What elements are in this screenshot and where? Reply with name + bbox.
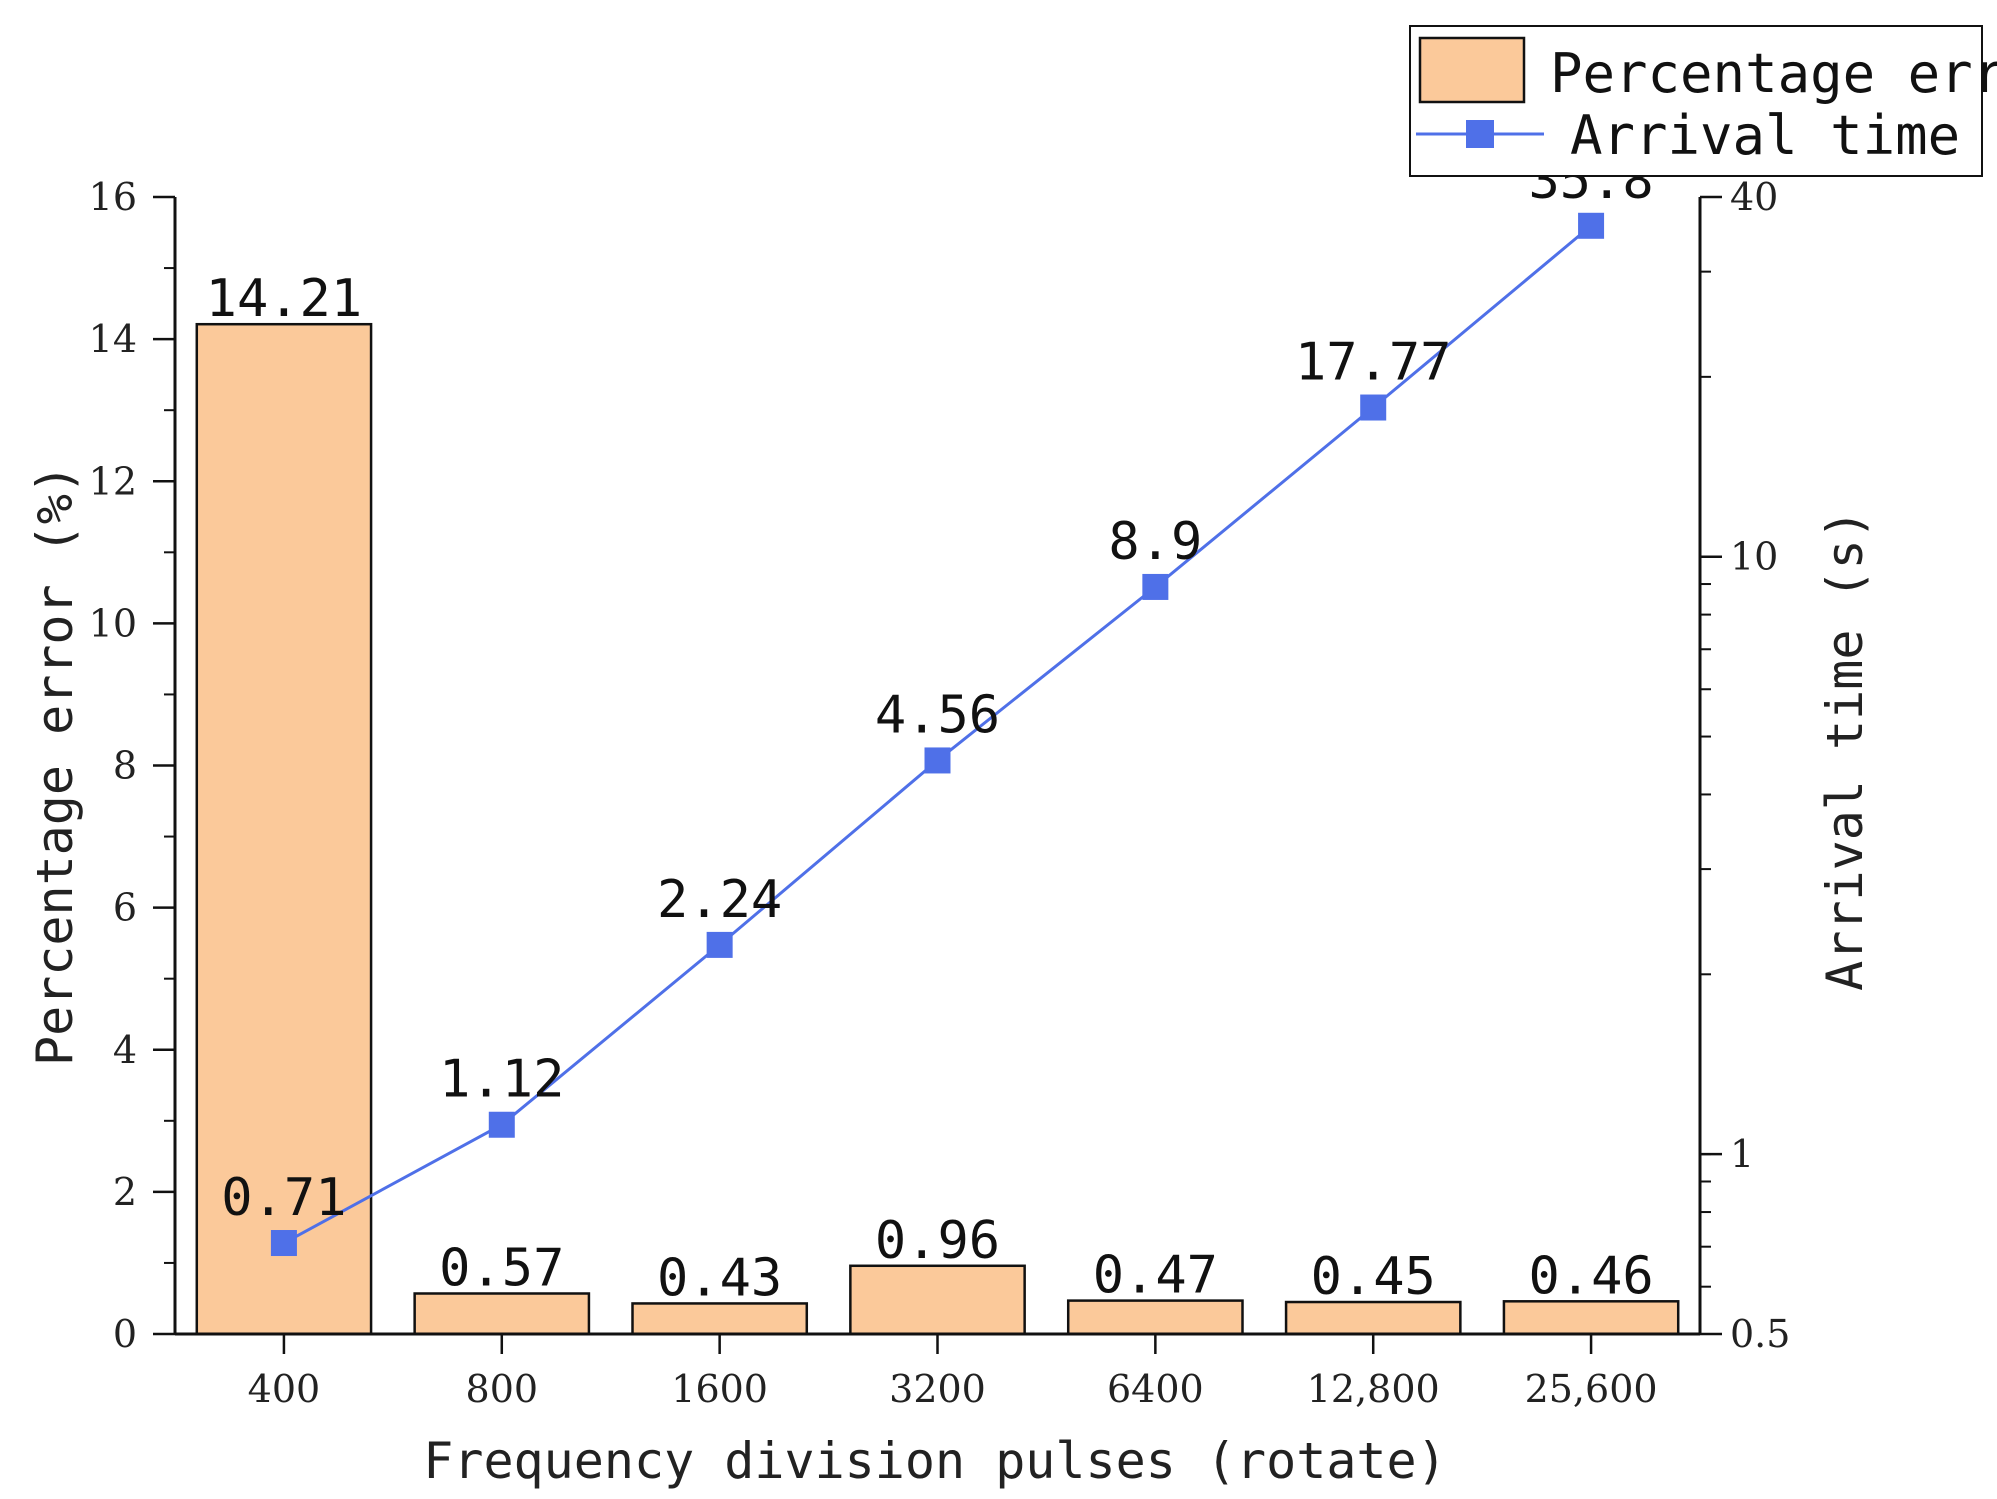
- bar-1: [413, 1292, 591, 1336]
- y-left-tick-label: 10: [89, 601, 137, 645]
- bar-value-label: 14.21: [206, 269, 363, 329]
- y-left-tick-label: 2: [113, 1170, 137, 1214]
- legend-label-arrival-time: Arrival time: [1570, 104, 1960, 167]
- line-marker-0: [270, 1230, 297, 1257]
- x-tick-label: 1600: [671, 1367, 768, 1411]
- line-marker-2: [706, 931, 733, 958]
- bar-value-label: 0.45: [1311, 1247, 1436, 1307]
- line-value-label: 4.56: [875, 685, 1000, 745]
- y-right-tick-label: 10: [1730, 535, 1778, 579]
- y-right-tick-label: 40: [1730, 175, 1778, 219]
- line-value-label: 2.24: [657, 870, 782, 930]
- line-layer: [270, 212, 1605, 1257]
- y-left-axis-title: Percentage error (%): [26, 464, 84, 1066]
- y-left-tick-label: 4: [113, 1028, 137, 1072]
- line-value-label: 8.9: [1108, 512, 1202, 572]
- y-left-tick-label: 6: [113, 886, 137, 930]
- x-tick-label: 12,800: [1307, 1367, 1440, 1411]
- y-left-tick-label: 12: [89, 459, 137, 503]
- line-marker-4: [1142, 573, 1169, 600]
- line-marker-3: [924, 747, 951, 774]
- legend-bar-swatch: [1418, 36, 1526, 104]
- legend-line-marker: [1466, 120, 1494, 148]
- y-left-tick-label: 14: [89, 317, 137, 361]
- bar-3: [849, 1264, 1026, 1336]
- axes-layer: 0 2 4 6 8 10 12 14 16 0.5 1 10 40 400 800 1600 3200 6400 1…: [89, 175, 1791, 1411]
- labels-layer: 14.21 0.57 0.43 0.96 0.47 0.45 0.46 0.71 1.12 2.2…: [206, 151, 1654, 1309]
- bar-0: [195, 322, 373, 1336]
- x-tick-label: 6400: [1107, 1367, 1204, 1411]
- bar-value-label: 0.43: [657, 1248, 782, 1308]
- y-right-tick-label: 0.5: [1730, 1312, 1790, 1356]
- x-axis-title: Frequency division pulses (rotate): [423, 1432, 1447, 1490]
- x-tick-label: 800: [466, 1367, 539, 1411]
- legend-label-percentage-error: Percentage error: [1550, 42, 1997, 105]
- x-tick-label: 400: [248, 1367, 321, 1411]
- bar-4: [1066, 1299, 1244, 1336]
- bar-value-label: 0.47: [1093, 1246, 1218, 1306]
- y-left-tick-label: 0: [113, 1312, 137, 1356]
- bar-value-label: 0.96: [875, 1211, 1000, 1271]
- y-right-axis-title: Arrival time (s): [1816, 509, 1874, 991]
- line-marker-6: [1578, 212, 1605, 239]
- y-left-tick-label: 16: [89, 175, 137, 219]
- y-right-tick-label: 1: [1730, 1132, 1754, 1176]
- bar-value-label: 0.57: [439, 1238, 564, 1298]
- line-value-label: 0.71: [221, 1168, 346, 1228]
- x-tick-label: 25,600: [1525, 1367, 1658, 1411]
- line-value-label: 17.77: [1295, 333, 1452, 393]
- bar-value-label: 0.46: [1528, 1246, 1653, 1306]
- line-value-label: 1.12: [439, 1050, 564, 1110]
- line-marker-1: [488, 1111, 515, 1138]
- bars-layer: [195, 322, 1680, 1336]
- legend: Percentage error Arrival time: [1409, 25, 1997, 177]
- line-marker-5: [1360, 394, 1387, 421]
- y-left-tick-label: 8: [113, 744, 137, 788]
- bar-6: [1502, 1300, 1680, 1336]
- x-tick-label: 3200: [889, 1367, 986, 1411]
